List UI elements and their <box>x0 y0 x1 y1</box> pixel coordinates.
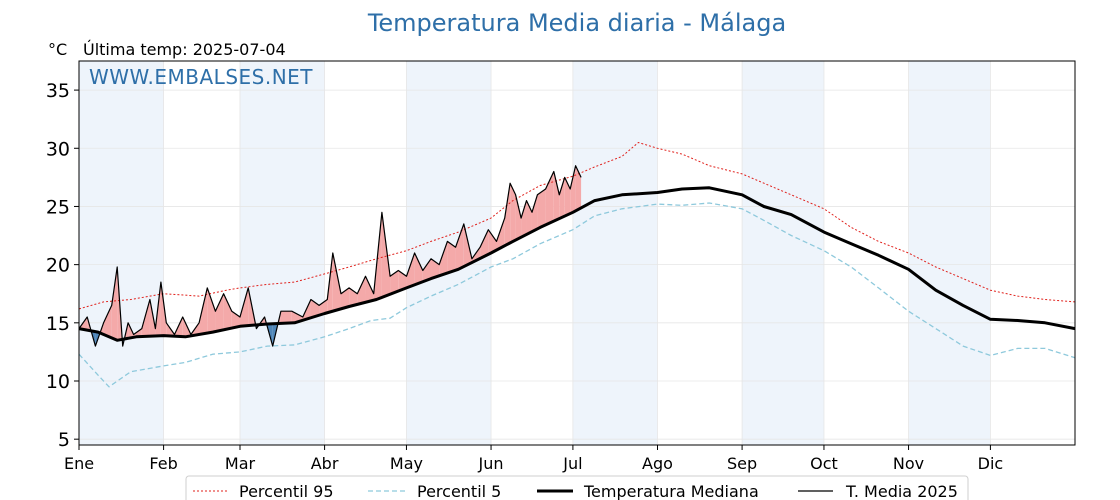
y-tick-label: 10 <box>46 371 70 393</box>
x-tick-label: Ene <box>64 454 94 473</box>
anomaly-above <box>439 241 448 276</box>
x-tick-label: Ago <box>642 454 673 473</box>
chart-title: Temperatura Media diaria - Málaga <box>367 9 786 37</box>
anomaly-above <box>390 270 399 295</box>
anomaly-above <box>575 165 582 211</box>
anomaly-above <box>504 183 511 246</box>
anomaly-above <box>488 229 497 255</box>
y-tick-label: 25 <box>46 196 70 218</box>
anomaly-above <box>414 253 423 285</box>
legend: Percentil 95 Percentil 5 Temperatura Med… <box>185 475 969 500</box>
plot-frame <box>78 60 1076 446</box>
x-tick-label: Nov <box>893 454 924 473</box>
median-line <box>78 186 1076 342</box>
month-band-mar <box>239 61 325 445</box>
y-axis: 5 10 15 20 25 30 35 <box>46 80 79 451</box>
anomaly-above <box>365 276 374 303</box>
anomaly-above <box>480 229 489 259</box>
y-tick-label: 30 <box>46 138 70 160</box>
anomaly-above <box>570 165 576 214</box>
anomaly-above <box>357 276 366 305</box>
x-tick-label: May <box>390 454 423 473</box>
anomaly-above <box>521 200 527 238</box>
anomaly-above <box>340 287 350 309</box>
month-bands <box>79 61 991 445</box>
anomaly-above <box>280 311 292 324</box>
anomaly-above <box>223 293 232 330</box>
x-tick-label: Sep <box>727 454 757 473</box>
month-band-ene <box>79 61 164 445</box>
anomaly-above <box>231 311 240 329</box>
x-tick-label: Jun <box>478 454 504 473</box>
x-axis: Ene Feb Mar Abr May Jun Jul Ago Sep Oct Nov Dic <box>64 445 1003 473</box>
anomaly-above <box>447 241 456 274</box>
anomaly-above <box>422 258 432 282</box>
y-tick-label: 20 <box>46 255 70 277</box>
y-tick-label: 5 <box>58 429 70 451</box>
anomaly-fills <box>79 165 582 347</box>
anomaly-above <box>515 194 522 240</box>
anomaly-above <box>103 305 112 338</box>
x-tick-label: Jul <box>562 454 582 473</box>
anomaly-above <box>406 253 415 288</box>
anomaly-above <box>381 212 391 298</box>
x-tick-label: Abr <box>311 454 339 473</box>
x-tick-label: Mar <box>225 454 256 473</box>
month-band-nov <box>908 61 991 445</box>
p5-line <box>78 202 1076 388</box>
anomaly-above <box>319 299 328 316</box>
y-tick-label: 15 <box>46 313 70 335</box>
anomaly-above <box>496 218 505 251</box>
anomaly-above <box>215 293 224 332</box>
current-year-line <box>78 165 582 347</box>
anomaly-above <box>531 194 538 232</box>
anomaly-above <box>510 183 516 243</box>
anomaly-above <box>207 287 216 334</box>
x-tick-label: Dic <box>978 454 1004 473</box>
legend-label-p5: Percentil 5 <box>417 482 501 500</box>
anomaly-above <box>332 253 341 312</box>
anomaly-above <box>559 177 565 219</box>
anomaly-above <box>111 266 118 341</box>
anomaly-above <box>455 223 464 271</box>
anomaly-above <box>199 287 208 335</box>
x-tick-label: Oct <box>810 454 838 473</box>
x-tick-label: Feb <box>149 454 177 473</box>
watermark: WWW.EMBALSES.NET <box>89 65 313 89</box>
anomaly-above <box>537 189 546 229</box>
legend-box <box>185 475 969 500</box>
p95-line <box>78 142 1076 310</box>
legend-label-2025: T. Media 2025 <box>845 482 958 500</box>
anomaly-above <box>239 287 249 327</box>
legend-label-median: Temperatura Mediana <box>583 482 759 500</box>
anomaly-above <box>553 171 560 222</box>
y-tick-label: 35 <box>46 80 70 102</box>
last-temp-label: Última temp: 2025-07-04 <box>83 40 286 59</box>
series-lines <box>78 142 1076 388</box>
unit-label: °C <box>48 40 67 59</box>
month-band-jul <box>572 61 658 445</box>
anomaly-above <box>526 200 532 235</box>
legend-label-p95: Percentil 95 <box>239 482 334 500</box>
anomaly-above <box>398 270 407 292</box>
month-band-sep <box>742 61 824 445</box>
